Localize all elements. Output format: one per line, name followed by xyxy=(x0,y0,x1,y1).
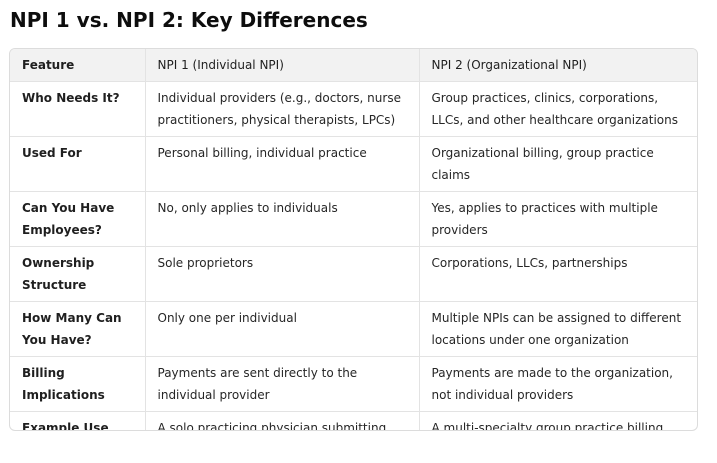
row-feature-cell: Billing Implications xyxy=(10,356,146,412)
row-npi1-cell: A solo practicing physician submitting c… xyxy=(145,411,420,430)
table-row: Example Use Case A solo practicing physi… xyxy=(10,411,697,431)
comparison-table-container: Feature NPI 1 (Individual NPI) NPI 2 (Or… xyxy=(9,48,698,431)
row-npi2-cell: A multi-specialty group practice billing… xyxy=(431,421,664,431)
row-npi2-cell: Organizational billing, group practice c… xyxy=(419,136,697,192)
row-npi1-cell: Individual providers (e.g., doctors, nur… xyxy=(145,81,420,137)
table-row: How Many Can You Have? Only one per indi… xyxy=(10,301,697,357)
comparison-table: Feature NPI 1 (Individual NPI) NPI 2 (Or… xyxy=(10,49,697,431)
table-row: Billing Implications Payments are sent d… xyxy=(10,356,697,412)
row-feature-cell: How Many Can You Have? xyxy=(10,301,146,357)
row-npi2-cell: Group practices, clinics, corporations, … xyxy=(419,81,697,137)
row-npi1-cell: No, only applies to individuals xyxy=(145,191,420,247)
row-npi1-cell: Payments are sent directly to the indivi… xyxy=(145,356,420,412)
row-npi2-cell: Corporations, LLCs, partnerships xyxy=(419,246,697,302)
row-npi1-cell: Personal billing, individual practice xyxy=(145,136,420,192)
table-row: Who Needs It? Individual providers (e.g.… xyxy=(10,81,697,137)
header-feature: Feature xyxy=(10,49,146,82)
row-npi2-cell: Multiple NPIs can be assigned to differe… xyxy=(419,301,697,357)
table-row: Can You Have Employees? No, only applies… xyxy=(10,191,697,247)
row-feature-cell: Who Needs It? xyxy=(10,81,146,137)
row-feature-cell: Used For xyxy=(10,136,146,192)
header-npi2: NPI 2 (Organizational NPI) xyxy=(419,49,697,82)
row-npi2-cell: Yes, applies to practices with multiple … xyxy=(419,191,697,247)
row-npi2-cell: Payments are made to the organization, n… xyxy=(419,356,697,412)
row-npi1-cell: Sole proprietors xyxy=(145,246,420,302)
table-row: Ownership Structure Sole proprietors Cor… xyxy=(10,246,697,302)
page-title: NPI 1 vs. NPI 2: Key Differences xyxy=(10,8,368,32)
row-feature-cell: Example Use Case xyxy=(10,411,146,430)
row-feature-cell: Ownership Structure xyxy=(10,246,146,302)
table-header-row: Feature NPI 1 (Individual NPI) NPI 2 (Or… xyxy=(10,49,697,82)
row-npi1-cell: Only one per individual xyxy=(145,301,420,357)
row-feature-cell: Can You Have Employees? xyxy=(10,191,146,247)
header-npi1: NPI 1 (Individual NPI) xyxy=(145,49,420,82)
table-row: Used For Personal billing, individual pr… xyxy=(10,136,697,192)
